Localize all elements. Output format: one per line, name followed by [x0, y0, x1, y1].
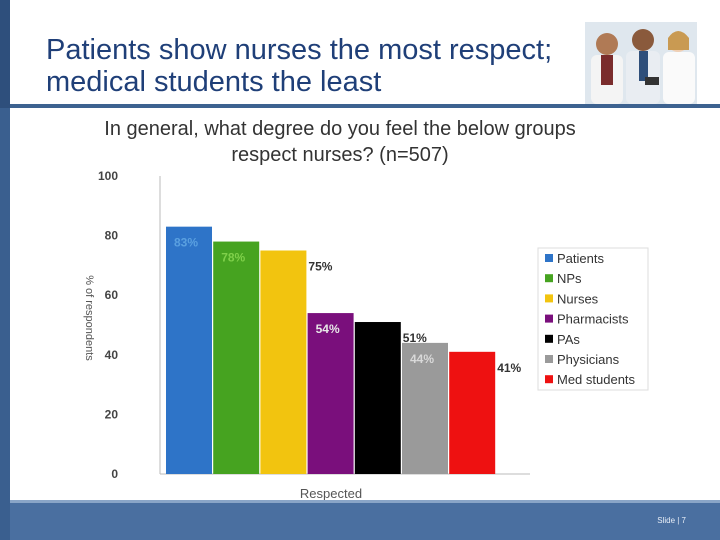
legend-box [537, 247, 649, 391]
bar-physicians [402, 342, 448, 474]
legend-label: Physicians [557, 352, 620, 367]
legend-swatch [545, 334, 553, 343]
footer-divider [10, 500, 720, 503]
y-tick-label: 60 [105, 288, 119, 302]
y-tick-label: 100 [98, 169, 118, 183]
y-tick-label: 40 [105, 348, 119, 362]
legend-swatch [545, 314, 553, 323]
legend-label: Med students [557, 372, 636, 387]
bar-nurses [260, 250, 307, 474]
left-accent-bar-top [0, 0, 10, 108]
legend-label: Patients [557, 251, 604, 266]
left-accent-bar [0, 0, 10, 540]
y-tick-label: 0 [111, 467, 118, 481]
slide-number: Slide | 7 [657, 516, 686, 525]
bar-value-label: 54% [316, 322, 340, 336]
bar-nps [213, 241, 260, 474]
doctors-photo [585, 22, 697, 104]
legend-swatch [545, 294, 553, 303]
legend-label: Pharmacists [557, 312, 629, 327]
chart-subtitle: In general, what degree do you feel the … [104, 118, 576, 166]
header-divider [10, 104, 720, 108]
legend-swatch [545, 274, 553, 283]
bar-value-label: 41% [497, 361, 521, 375]
legend-swatch [545, 254, 553, 262]
bar-med-students [449, 351, 496, 474]
x-axis-title: Respected [300, 486, 362, 501]
legend-label: NPs [557, 271, 582, 286]
bar-value-label: 51% [403, 331, 427, 345]
legend-swatch [545, 355, 553, 363]
bar-value-label: 78% [221, 251, 245, 265]
bar-value-label: 83% [174, 236, 198, 250]
y-tick-label: 20 [105, 407, 119, 421]
legend-label: Nurses [557, 291, 599, 306]
y-tick-label: 80 [105, 229, 119, 243]
y-axis-title: % of respondents [83, 275, 95, 361]
legend-label: PAs [557, 332, 580, 347]
footer-bar [10, 503, 720, 540]
legend: Patients NPs Nurses Pharmacists PAs Physician… [537, 247, 649, 391]
bar-pas [354, 322, 401, 474]
legend-swatch [545, 375, 553, 384]
bar-value-label: 44% [410, 352, 434, 366]
bar-value-label: 75% [308, 260, 332, 274]
bar-pharmacists [307, 313, 354, 474]
bar-patients [166, 226, 212, 474]
slide-title: Patients show nurses the most respect; m… [46, 34, 553, 98]
